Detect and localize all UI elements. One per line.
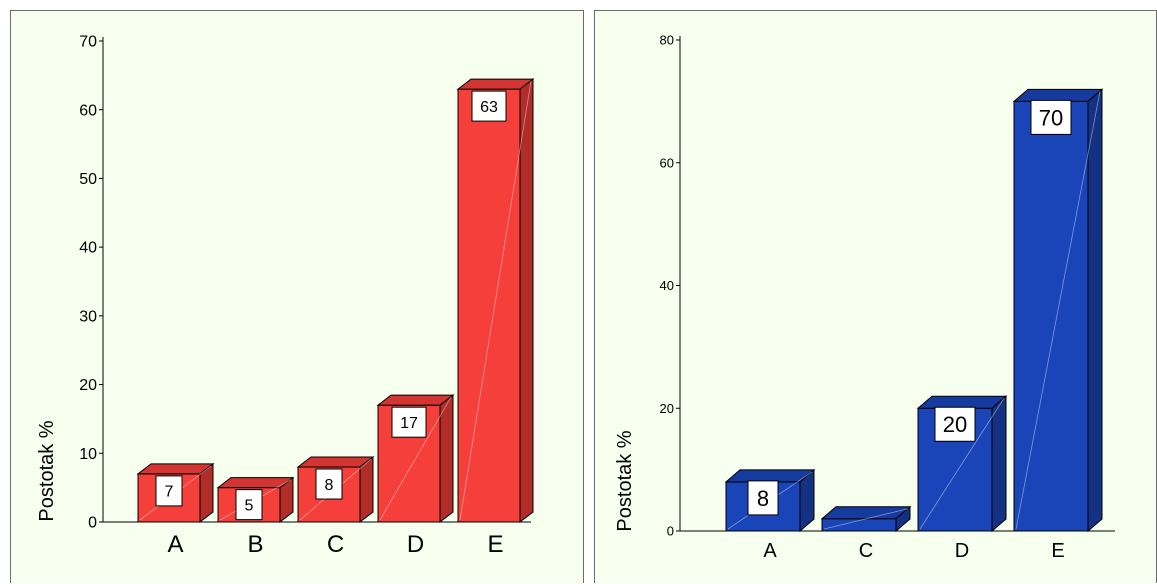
bar-highlight [919, 398, 1005, 530]
data-label: 20 [943, 412, 967, 437]
data-label: 8 [325, 477, 334, 494]
bar-top-C [820, 506, 912, 520]
bar-E [1012, 88, 1104, 533]
right-bar-chart: 0 20 40 60 80 Postotak % A 8 C D 20 E 70 [614, 33, 1115, 562]
bar-side-B [279, 476, 294, 524]
data-label: 63 [480, 99, 498, 116]
bar-highlight [1015, 91, 1101, 530]
right-chart-panel: 0 20 40 60 80 Postotak % A 8 C D 20 E 70 [594, 10, 1157, 583]
bar-highlight [459, 81, 532, 521]
y-tick-label: 20 [79, 377, 97, 394]
bar-side-D [991, 395, 1007, 533]
x-category-label: E [1051, 540, 1064, 562]
y-axis-title: Postotak % [36, 420, 58, 521]
bar-side-C [359, 456, 374, 524]
data-label-box [315, 468, 343, 500]
data-label-box [1030, 99, 1072, 135]
bar-highlight [823, 508, 909, 530]
y-tick-label: 20 [660, 401, 674, 416]
y-axis-title: Postotak % [614, 430, 636, 531]
left-chart-panel: 0 10 20 30 40 50 60 70 Postotak % A 7 B 5 C 8 D 17 E 63 [10, 10, 584, 583]
data-label: 7 [165, 484, 174, 501]
bar-side-D [439, 394, 454, 524]
bar-side-A [799, 468, 815, 533]
x-category-label: C [327, 531, 344, 558]
bar-E [456, 78, 535, 524]
bar-C [820, 505, 912, 533]
y-tick-label: 30 [79, 308, 97, 325]
y-tick-label: 0 [88, 515, 97, 532]
left-bar-chart: 0 10 20 30 40 50 60 70 Postotak % A 7 B 5 C 8 D 17 E 63 [36, 34, 535, 558]
y-tick-label: 60 [79, 102, 97, 119]
data-label: 8 [757, 486, 769, 511]
data-label: 70 [1039, 105, 1063, 130]
bar-side-C [895, 505, 911, 533]
bar-side-A [199, 462, 214, 524]
y-tick-label: 50 [79, 171, 97, 188]
y-tick-label: 10 [79, 446, 97, 463]
x-category-label: C [859, 540, 873, 562]
bar-side-E [1087, 88, 1103, 533]
y-tick-label: 40 [660, 278, 674, 293]
bar-front-E [457, 88, 521, 523]
bar-front-E [1013, 100, 1089, 532]
bar-top-E [1012, 88, 1104, 102]
x-category-label: A [763, 540, 777, 562]
data-label: 17 [400, 415, 418, 432]
data-label: 5 [245, 497, 254, 514]
x-category-label: B [247, 531, 263, 558]
x-category-label: E [487, 531, 503, 558]
y-tick-label: 0 [667, 524, 674, 539]
bar-side-E [519, 78, 534, 524]
x-category-label: A [167, 531, 183, 558]
data-label-box [235, 489, 263, 521]
data-label-box [155, 475, 183, 507]
data-label-box [747, 480, 779, 516]
y-tick-label: 70 [79, 34, 97, 51]
bar-top-D [916, 395, 1008, 409]
x-category-label: D [407, 531, 424, 558]
data-label-box [934, 406, 976, 442]
x-category-label: D [955, 540, 969, 562]
bar-top-A [724, 469, 816, 483]
data-label-box [471, 90, 507, 122]
y-tick-label: 40 [79, 240, 97, 257]
data-label-box [391, 406, 427, 438]
bar-highlight [379, 396, 452, 521]
y-tick-label: 60 [660, 155, 674, 170]
y-tick-label: 80 [660, 33, 674, 48]
